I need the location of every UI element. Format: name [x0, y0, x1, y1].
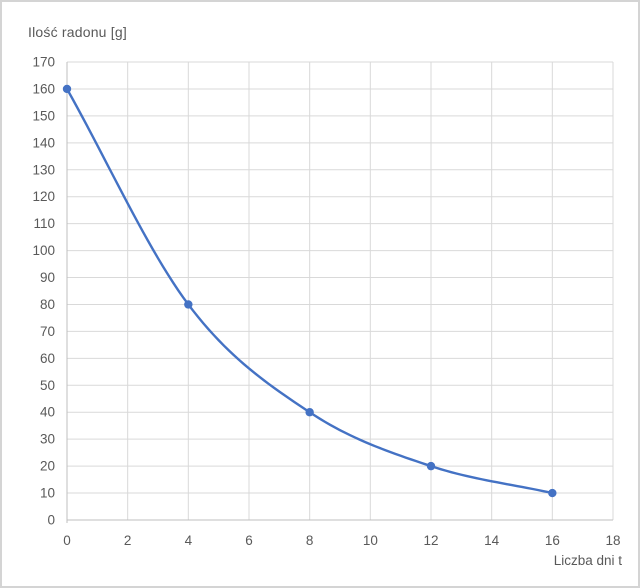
- data-point-marker: [305, 408, 314, 417]
- y-tick-label: 150: [32, 108, 55, 123]
- x-axis-title: Liczba dni t: [553, 553, 622, 568]
- y-tick-label: 40: [40, 405, 55, 420]
- data-point-marker: [426, 461, 436, 471]
- data-point-marker: [62, 84, 72, 94]
- y-tick-label: 10: [40, 486, 55, 501]
- y-tick-label: 100: [32, 243, 55, 258]
- x-tick-label: 16: [545, 533, 560, 548]
- x-tick-label: 0: [63, 533, 71, 548]
- y-tick-label: 30: [40, 432, 55, 447]
- x-tick-label: 4: [185, 533, 193, 548]
- y-tick-label: 60: [40, 351, 55, 366]
- x-tick-label: 18: [605, 533, 620, 548]
- y-tick-label: 130: [32, 162, 55, 177]
- x-tick-label: 2: [124, 533, 132, 548]
- y-tick-label: 50: [40, 378, 55, 393]
- y-tick-label: 90: [40, 270, 55, 285]
- y-tick-label: 120: [32, 189, 55, 204]
- y-tick-label: 20: [40, 459, 55, 474]
- x-tick-label: 10: [363, 533, 378, 548]
- data-point-marker: [184, 300, 193, 309]
- x-tick-label: 14: [484, 533, 500, 548]
- y-tick-label: 80: [40, 297, 55, 312]
- y-tick-label: 170: [32, 55, 55, 70]
- y-tick-label: 110: [33, 216, 55, 231]
- y-tick-label: 0: [47, 513, 55, 528]
- y-tick-label: 140: [32, 135, 55, 150]
- x-tick-label: 12: [423, 533, 438, 548]
- x-tick-label: 6: [245, 533, 253, 548]
- y-tick-label: 160: [32, 81, 55, 96]
- data-point-marker: [548, 488, 557, 498]
- y-tick-label: 70: [40, 324, 55, 339]
- x-tick-label: 8: [306, 533, 314, 548]
- chart-title: Ilość radonu [g]: [28, 24, 127, 40]
